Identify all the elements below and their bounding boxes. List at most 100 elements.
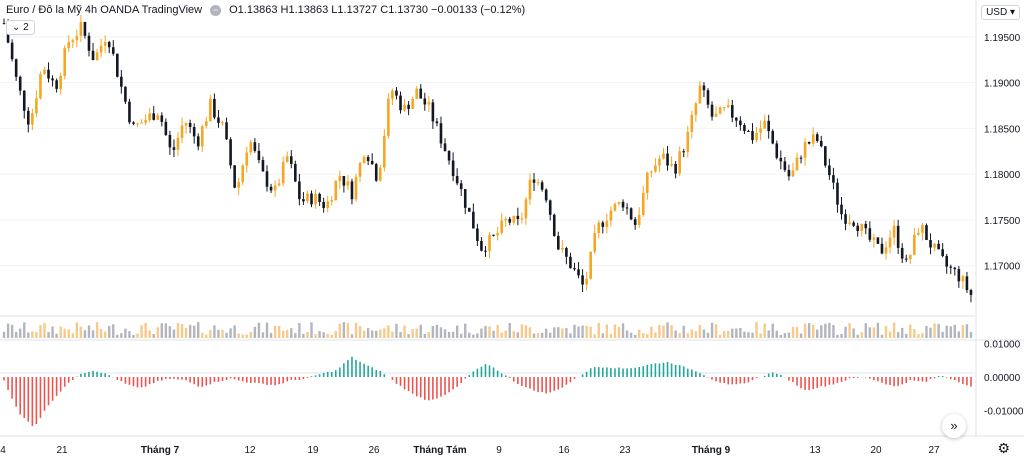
candle-body [880,243,884,254]
volume-bar [176,323,180,338]
candle-body [168,134,172,148]
candle-body [702,85,706,91]
candle-body [896,225,900,248]
time-axis: 4 21 Tháng 7 12 19 26 Tháng Tám 9 16 23 Tháng 9 13 2… [0,435,1024,456]
candle-body [241,165,245,183]
candle-body [735,117,738,121]
candle-body [605,220,609,227]
candle-body [650,171,653,173]
volume-bar [197,322,200,338]
volume-bar [621,323,625,338]
volume-bar [128,331,131,338]
volume-bar [51,326,54,338]
ohlc-values: O1.13863 H1.13863 L1.13727 C1.13730 −0.0… [229,4,525,16]
candle-body [403,104,406,111]
volume-bar [209,329,212,338]
symbol-name: Euro / Đô la Mỹ [6,4,82,16]
candle-body [552,214,556,236]
volume-bar [674,330,677,338]
candle-body [872,237,876,240]
volume-bar [120,333,123,338]
volume-bar [565,328,568,338]
candle-body [548,200,552,215]
candle-body [520,218,524,220]
volume-bar [342,322,346,338]
gear-icon[interactable]: ⚙ [997,440,1010,456]
volume-bar [925,326,928,338]
candle-body [864,223,868,229]
oscillator-tick-label: -0.01000 [984,406,1024,417]
candle-body [411,98,414,109]
candle-body [399,95,402,111]
volume-bar [832,325,835,338]
volume-bar [492,330,495,338]
time-tick-label: 23 [619,445,631,456]
candle-body [949,266,953,268]
volume-bar [391,331,394,338]
candle-body [965,276,969,291]
candle-body [484,250,487,252]
volume-bar [464,323,467,338]
volume-bar [132,334,135,338]
time-tick-label: Tháng 7 [141,445,180,456]
volume-bar [735,328,738,338]
candle-body [318,193,321,202]
open-label: O [229,4,238,16]
candle-body [176,137,180,150]
candle-body [455,176,459,184]
candle-body [536,182,540,184]
candle-body [310,193,313,205]
price-tick-label: 1.19000 [984,79,1021,90]
candle-body [670,163,673,166]
price-axis: 1.19500 1.19000 1.18500 1.18000 1.17500 1.170… [975,0,1021,436]
volume-bar [585,325,588,338]
candle-body [443,143,447,151]
candle-body [884,247,888,254]
low-value: 1.13727 [337,4,378,16]
volume-bar [318,330,321,338]
candle-body [641,192,645,215]
candle-body [75,35,79,41]
candle-body [71,40,75,43]
volume-bar [549,332,552,338]
currency-dropdown[interactable]: USD ▾ [981,5,1020,20]
candle-body [18,76,22,91]
candle-body [330,200,334,202]
time-tick-label: 21 [56,445,68,456]
volume-bar [524,325,528,338]
volume-bar [710,322,714,338]
volume-bar [375,330,378,338]
candle-body [374,164,378,181]
candle-body [107,42,111,48]
candle-body [678,151,681,174]
scroll-to-realtime-button[interactable]: » [942,414,966,438]
volume-bar [820,325,823,338]
candle-body [55,80,58,89]
volume-bar [31,331,34,338]
volume-bar [116,334,119,338]
candle-body [39,74,42,99]
candle-body [370,160,374,165]
volume-bar [945,325,948,338]
volume-bar [108,325,111,338]
candle-body [957,269,961,282]
volume-bar [722,331,726,338]
oscillator-tick-label: 0.01000 [984,340,1021,351]
symbol-title[interactable]: Euro / Đô la Mỹ 4h OANDA TradingView [6,4,202,16]
volume-bar [59,326,62,338]
volume-bar [751,332,754,338]
candle-body [140,122,143,124]
volume-bar [213,325,216,338]
volume-bar [103,331,107,338]
indicator-collapse-button[interactable]: ⌄ 2 [6,20,35,35]
candle-body [99,45,103,53]
candle-body [690,114,694,132]
candle-body [601,222,605,227]
candle-body [860,223,864,231]
volume-bar [217,329,220,338]
volume-bar [678,332,681,338]
volume-bar [63,328,66,338]
candle-body [900,247,904,259]
candle-body [184,122,188,126]
